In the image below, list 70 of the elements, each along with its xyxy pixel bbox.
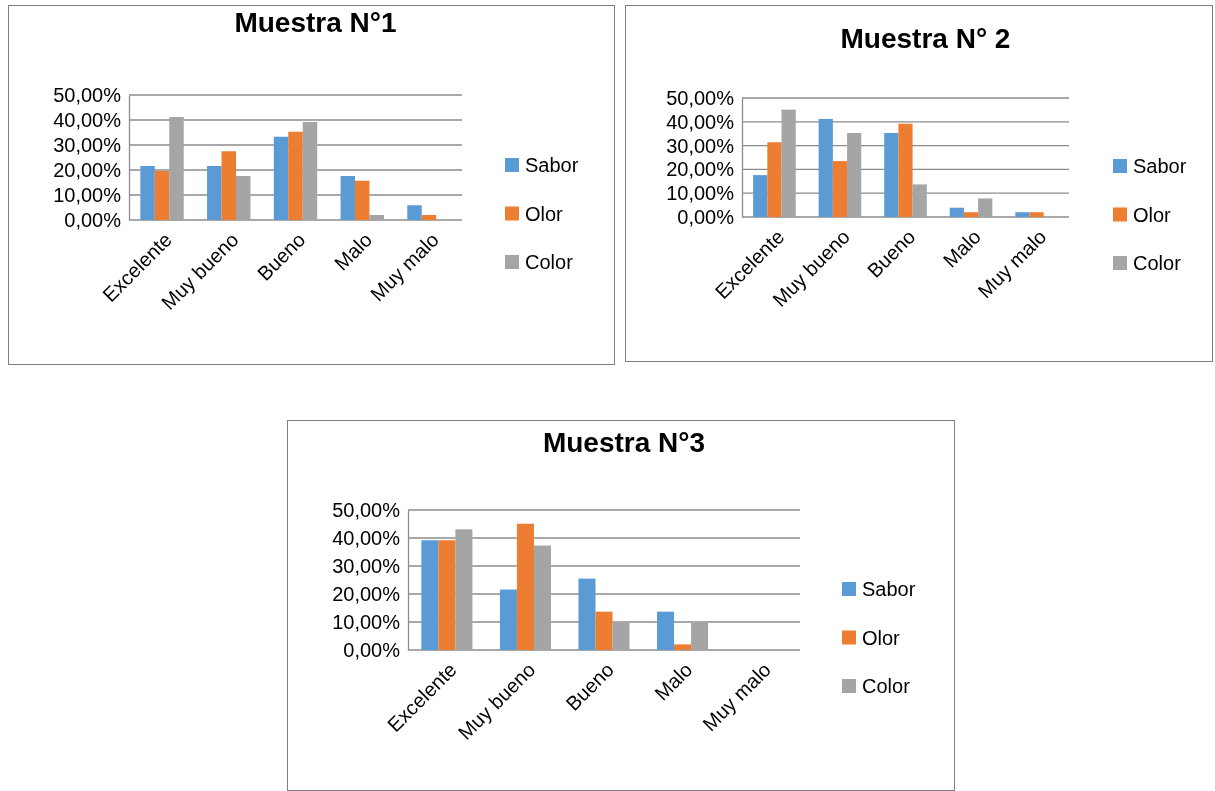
bar <box>533 545 551 650</box>
y-tick-label: 30,00% <box>666 134 735 157</box>
bar <box>273 136 289 220</box>
chart-title: Muestra N°3 <box>542 427 706 458</box>
y-tick-label: 20,00% <box>53 158 122 181</box>
bar <box>236 176 251 220</box>
bar <box>691 622 709 650</box>
bar <box>407 205 422 220</box>
legend-label: Olor <box>862 626 901 649</box>
y-tick-label: 10,00% <box>332 610 401 633</box>
bar <box>818 118 833 217</box>
bar <box>832 161 848 217</box>
bar <box>1015 212 1030 217</box>
y-tick-label: 40,00% <box>332 526 401 549</box>
bar <box>421 215 437 220</box>
y-tick-label: 10,00% <box>53 183 122 206</box>
bar <box>612 622 630 650</box>
legend-label: Color <box>1133 252 1182 274</box>
legend-label: Olor <box>1133 203 1172 226</box>
chart-title: Muestra N°1 <box>234 7 397 38</box>
y-tick-label: 20,00% <box>666 158 735 181</box>
bar <box>674 644 692 650</box>
legend-label: Color <box>862 675 911 697</box>
y-tick-label: 50,00% <box>332 498 401 521</box>
bar <box>421 540 439 650</box>
bar <box>207 166 222 220</box>
bar <box>169 117 184 220</box>
bar <box>963 212 979 217</box>
legend-label: Color <box>525 251 574 273</box>
y-tick-label: 50,00% <box>666 86 735 109</box>
legend-label: Sabor <box>525 154 579 176</box>
bar <box>912 184 927 217</box>
bar <box>340 176 355 220</box>
legend-label: Sabor <box>862 578 916 600</box>
bar <box>884 132 899 217</box>
y-tick-label: 0,00% <box>343 638 401 661</box>
y-tick-label: 0,00% <box>64 208 122 231</box>
y-tick-label: 20,00% <box>332 582 401 605</box>
bar <box>781 109 796 217</box>
y-tick-label: 10,00% <box>666 182 735 205</box>
bar <box>455 529 473 650</box>
y-tick-label: 30,00% <box>332 554 401 577</box>
legend-label: Sabor <box>1133 155 1187 177</box>
y-tick-label: 50,00% <box>53 83 122 106</box>
bar <box>499 589 517 650</box>
chart-title: Muestra N° 2 <box>840 23 1011 54</box>
bar <box>978 198 993 217</box>
bar <box>847 132 862 217</box>
bar <box>516 523 534 650</box>
bar <box>288 131 303 220</box>
bar <box>221 151 236 220</box>
bar <box>140 166 155 220</box>
bar <box>578 578 596 650</box>
bar <box>355 180 370 220</box>
bar <box>753 175 768 217</box>
legend-label: Olor <box>525 202 564 225</box>
bar <box>595 611 613 650</box>
bar <box>949 207 964 217</box>
bar <box>154 171 170 220</box>
y-tick-label: 40,00% <box>53 108 122 131</box>
bar <box>657 611 675 650</box>
y-tick-label: 0,00% <box>677 205 735 228</box>
y-tick-label: 40,00% <box>666 110 735 133</box>
y-tick-label: 30,00% <box>53 133 122 156</box>
bar <box>898 123 913 217</box>
bar <box>302 122 318 220</box>
bar <box>767 142 782 217</box>
bar <box>369 215 384 220</box>
bar <box>1029 212 1044 217</box>
bar <box>438 540 456 650</box>
